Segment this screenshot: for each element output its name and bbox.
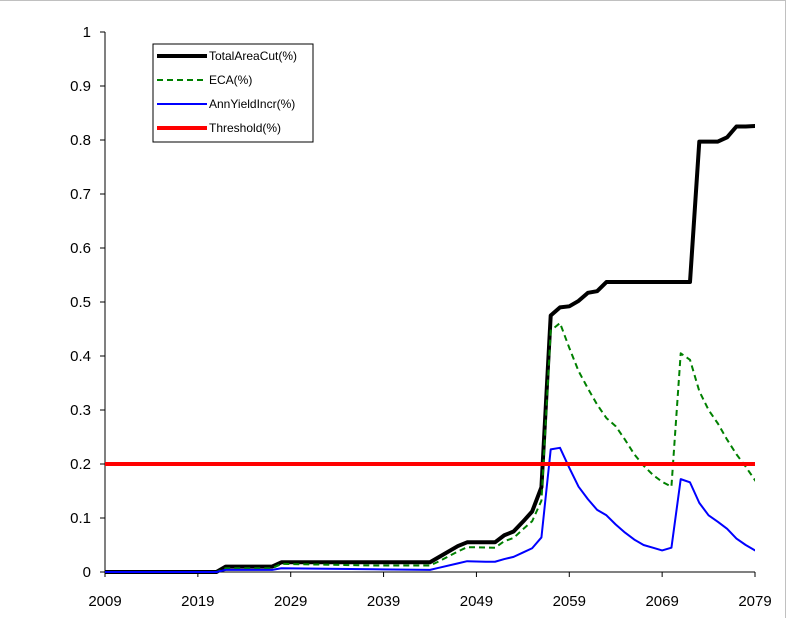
x-tick-label: 2039	[367, 593, 400, 610]
y-tick-label: 0.8	[70, 132, 91, 149]
series-line-annyieldincr	[105, 446, 755, 573]
y-tick-label: 0.5	[70, 294, 91, 311]
y-tick-label: 0.7	[70, 186, 91, 203]
x-tick-label: 2069	[645, 593, 678, 610]
y-tick-label: 0.2	[70, 456, 91, 473]
legend-box	[152, 43, 314, 143]
series-lines	[105, 123, 755, 574]
y-tick-label: 0.6	[70, 240, 91, 257]
x-tick-label: 2059	[553, 593, 586, 610]
legend-label: TotalAreaCut(%)	[209, 49, 297, 63]
series-line-eca	[105, 322, 755, 573]
legend: TotalAreaCut(%) ECA(%) AnnYieldIncr(%) Thre…	[152, 43, 314, 143]
x-tick-label: 2079	[738, 593, 771, 610]
legend-label: ECA(%)	[209, 73, 252, 87]
x-tick-label: 2009	[88, 593, 121, 610]
series-line-totalareacut	[105, 123, 755, 574]
axes: 0 0.1 0.2 0.3 0.4 0.5 0.6 0.7 0.8 0.9 1 2009 2019 202…	[70, 24, 772, 610]
x-tick-label: 2019	[181, 593, 214, 610]
y-tick-label: 0.1	[70, 510, 91, 527]
legend-label: Threshold(%)	[209, 121, 281, 135]
y-tick-label: 0.9	[70, 78, 91, 95]
y-tick-label: 0.4	[70, 348, 91, 365]
y-tick-label: 0.3	[70, 402, 91, 419]
y-tick-label: 0	[83, 564, 91, 581]
legend-label: AnnYieldIncr(%)	[209, 97, 295, 111]
x-tick-label: 2049	[460, 593, 493, 610]
x-tick-label: 2029	[274, 593, 307, 610]
y-tick-label: 1	[83, 24, 91, 41]
